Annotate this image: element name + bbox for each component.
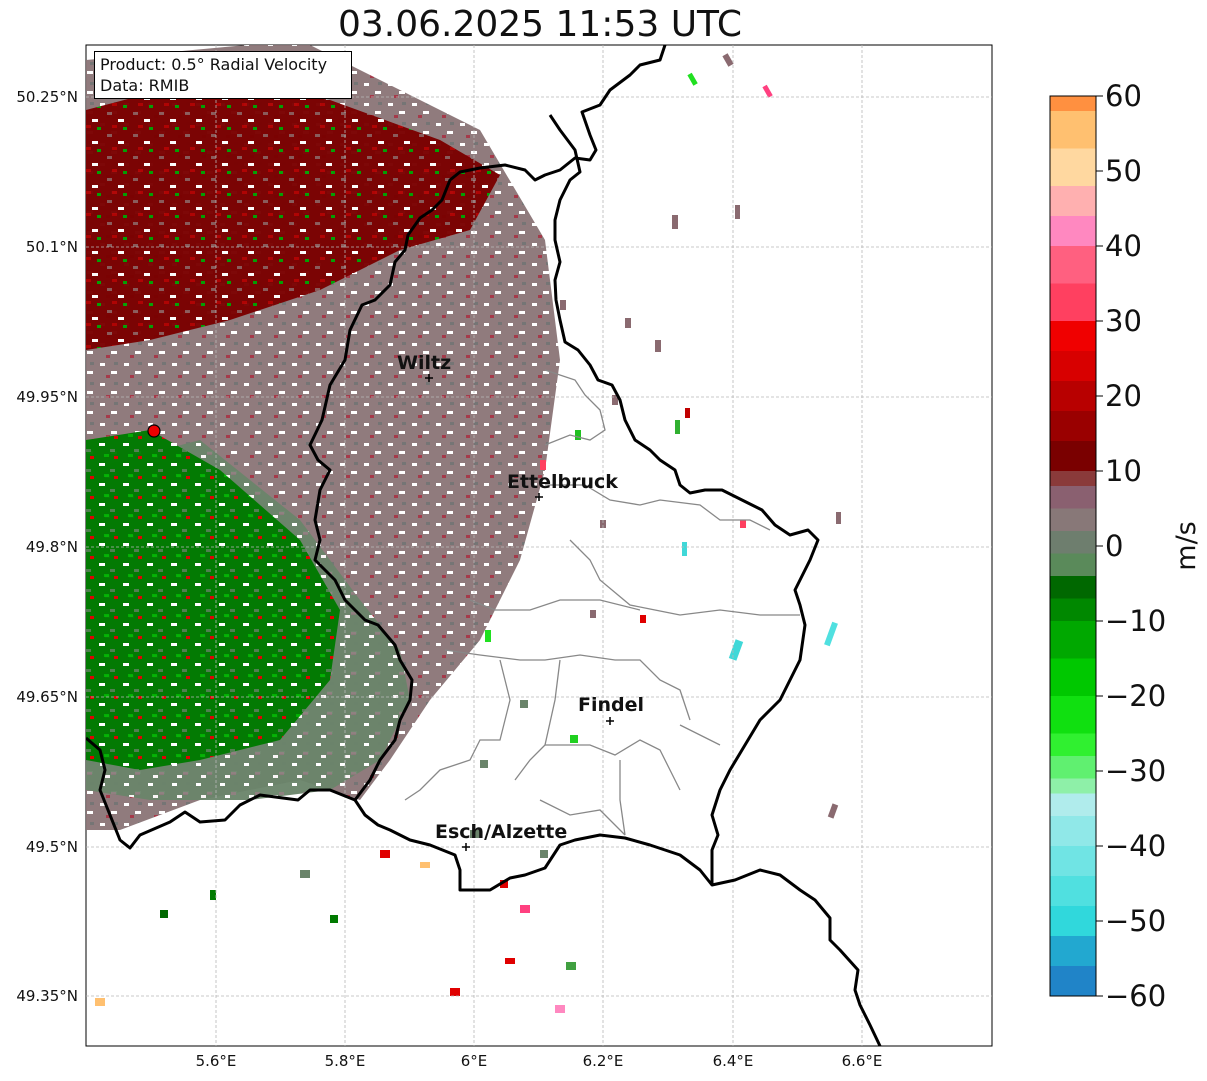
colorbar-segment: [1050, 756, 1096, 779]
colorbar-tick-label: 20: [1105, 379, 1142, 413]
lat-label: 50.25°N: [16, 88, 78, 106]
colorbar-tick-label: 10: [1105, 454, 1142, 488]
colorbar-tick-label: 30: [1105, 304, 1142, 338]
colorbar-segment: [1050, 598, 1096, 621]
lat-label: 49.5°N: [26, 838, 78, 856]
lat-label: 50.1°N: [26, 238, 78, 256]
colorbar-segment: [1050, 148, 1096, 186]
product-info-box: Product: 0.5° Radial Velocity Data: RMIB: [94, 51, 352, 99]
colorbar-segment: [1050, 936, 1096, 966]
findel-marker: [606, 717, 614, 725]
latitude-labels: 50.25°N 50.1°N 49.95°N 49.8°N 49.65°N 49…: [16, 88, 78, 1005]
country-borders: [86, 45, 882, 1046]
colorbar-segment: [1050, 531, 1096, 554]
colorbar-segment: [1050, 553, 1096, 576]
longitude-labels: 5.6°E 5.8°E 6°E 6.2°E 6.4°E 6.6°E: [196, 1052, 883, 1070]
echo-green-region: [86, 430, 340, 770]
colorbar-tick-label: 0: [1105, 529, 1123, 563]
colorbar-segment: [1050, 441, 1096, 471]
colorbar-segment: [1050, 96, 1096, 111]
echo-red-region: [86, 80, 500, 350]
colorbar-segment: [1050, 186, 1096, 216]
lon-label: 5.8°E: [325, 1052, 366, 1070]
radar-site-marker: [147, 424, 161, 438]
product-label: Product: 0.5° Radial Velocity: [100, 55, 328, 74]
colorbar-segment: [1050, 246, 1096, 284]
colorbar-tick-label: 60: [1105, 79, 1142, 113]
colorbar-segment: [1050, 966, 1096, 996]
colorbar-tick-label: −40: [1105, 829, 1166, 863]
place-label-findel: Findel: [578, 694, 644, 716]
colorbar-tick-label: −20: [1105, 679, 1166, 713]
colorbar-segment: [1050, 576, 1096, 599]
colorbar-segment: [1050, 508, 1096, 531]
lon-label: 6°E: [461, 1052, 488, 1070]
velocity-colorbar: 60 50 40 30 20 10 0 −10 −20 −30 −40 −50 −60 m/s: [1049, 79, 1202, 1013]
colorbar-segment: [1050, 216, 1096, 246]
colorbar-segment: [1050, 621, 1096, 659]
colorbar-segment: [1050, 471, 1096, 486]
scattered-echo-pixels: [95, 53, 841, 1013]
colorbar-segments: [1050, 96, 1096, 996]
colorbar-segment: [1050, 411, 1096, 441]
lat-label: 49.8°N: [26, 538, 78, 556]
colorbar-segment: [1050, 733, 1096, 756]
colorbar-segment: [1050, 486, 1096, 509]
lon-label: 5.6°E: [196, 1052, 237, 1070]
colorbar-segment: [1050, 906, 1096, 936]
colorbar-segment: [1050, 381, 1096, 411]
lat-label: 49.95°N: [16, 388, 78, 406]
radar-echo-layer: [86, 45, 841, 1013]
colorbar-tick-label: −50: [1105, 904, 1166, 938]
colorbar-segment: [1050, 876, 1096, 906]
place-label-ettelbruck: Ettelbruck: [507, 471, 618, 493]
colorbar-segment: [1050, 793, 1096, 816]
colorbar-segment: [1050, 351, 1096, 381]
colorbar-tick-label: −60: [1105, 979, 1166, 1013]
graticule: [86, 45, 992, 1046]
colorbar-tick-label: 40: [1105, 229, 1142, 263]
esch-alzette-marker: [462, 843, 470, 851]
lon-label: 6.2°E: [583, 1052, 624, 1070]
colorbar-tick-label: −10: [1105, 604, 1166, 638]
colorbar-segment: [1050, 283, 1096, 321]
colorbar-segment: [1050, 658, 1096, 696]
colorbar-tick-label: −30: [1105, 754, 1166, 788]
data-source-label: Data: RMIB: [100, 76, 190, 95]
colorbar-segment: [1050, 111, 1096, 149]
place-markers: [425, 374, 614, 851]
colorbar-segment: [1050, 778, 1096, 794]
place-label-wiltz: Wiltz: [397, 352, 451, 374]
lat-label: 49.35°N: [16, 987, 78, 1005]
lat-label: 49.65°N: [16, 688, 78, 706]
wiltz-marker: [425, 374, 433, 382]
canton-boundaries: [404, 369, 800, 836]
lon-label: 6.4°E: [713, 1052, 754, 1070]
colorbar-ticks: 60 50 40 30 20 10 0 −10 −20 −30 −40 −50 −60: [1096, 79, 1166, 1013]
lon-label: 6.6°E: [842, 1052, 883, 1070]
colorbar-segment: [1050, 696, 1096, 734]
ettelbruck-marker: [535, 493, 543, 501]
colorbar-segment: [1050, 846, 1096, 876]
map-title: 03.06.2025 11:53 UTC: [337, 4, 743, 45]
colorbar-segment: [1050, 816, 1096, 846]
place-label-esch-alzette: Esch/Alzette: [435, 821, 567, 843]
colorbar-segment: [1050, 321, 1096, 351]
colorbar-unit-label: m/s: [1171, 521, 1202, 570]
colorbar-tick-label: 50: [1105, 154, 1142, 188]
